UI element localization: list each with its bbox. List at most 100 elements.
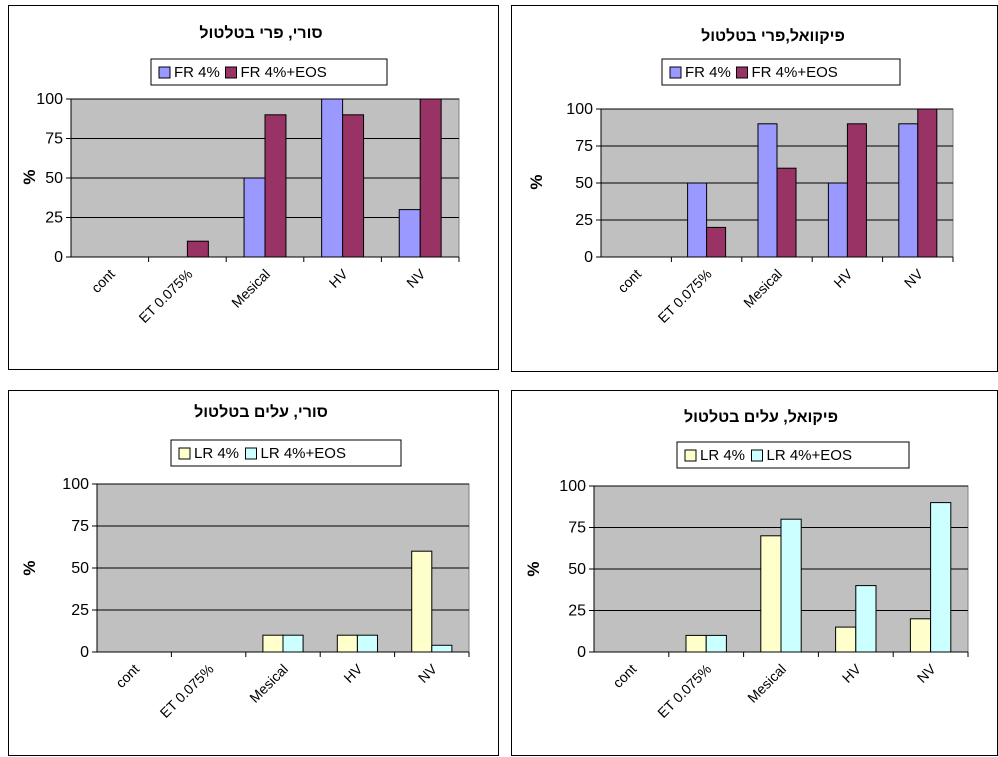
bar [930,502,952,653]
x-tick-label: ET 0.075% [157,661,217,721]
bar [419,98,442,258]
legend-label: LR 4%+EOS [767,447,852,464]
legend-box [150,58,388,86]
legend-label: FR 4%+EOS [241,64,327,81]
bar [776,167,797,258]
legend-swatch [669,66,682,79]
y-tick-label: 75 [45,131,63,148]
legend-swatch [684,449,697,462]
x-tick-label: Mesical [246,661,291,706]
legend-label: FR 4% [685,64,731,81]
x-tick-label: HV [326,265,352,291]
bar [687,182,708,258]
x-tick-label: cont [614,266,644,296]
bar [262,634,284,653]
y-tick-label: 0 [80,644,89,661]
x-tick-label: HV [839,660,865,686]
legend-label: LR 4% [194,445,239,462]
y-axis-label: % [527,174,546,189]
bar [827,182,848,258]
y-tick-label: 25 [45,210,63,227]
chart-title: פיקואל, עלים בטלטול [684,408,838,426]
x-tick-label: cont [112,661,142,691]
bar [186,240,209,258]
legend-swatch [245,447,257,460]
legend-swatch [158,66,171,79]
chart-title: סורי, פרי בטלטול [199,24,322,42]
bar [909,618,932,653]
legend-swatch [751,449,763,462]
x-tick-label: Mesical [744,661,789,706]
legend-box [661,58,901,86]
y-tick-label: 25 [71,602,89,619]
y-tick-label: 100 [36,91,63,108]
x-tick-label: ET 0.075% [135,266,195,326]
legend-swatch [736,66,748,79]
x-tick-label: NV [914,660,940,686]
legend-label: LR 4% [700,447,745,464]
bar [917,108,938,258]
y-tick-label: 100 [566,101,593,118]
y-tick-label: 0 [584,249,593,266]
y-tick-label: 100 [62,476,89,493]
chart-panel-3: סורי, עלים בטלטול LR 4% LR 4%+EOS 0 25 50 75 10… [8,390,499,756]
legend-label: FR 4% [174,64,220,81]
bar [342,114,365,258]
bar [336,634,358,653]
x-tick-label: cont [609,661,639,691]
x-tick-label: NV [901,265,927,291]
legend-label: FR 4%+EOS [752,64,838,81]
x-tick-label: NV [403,265,429,291]
y-tick-label: 25 [568,603,586,620]
x-tick-label: cont [88,266,118,296]
x-tick-label: ET 0.075% [654,661,714,721]
chart-group: סורי, פרי בטלטול FR 4% FR 4%+EOS 0 25 50 75 100… [20,24,460,326]
y-tick-label: 75 [568,520,586,537]
legend-label: LR 4%+EOS [261,445,346,462]
chart-svg: סורי, פרי בטלטול FR 4% FR 4%+EOS 0 25 50 75 100… [20,24,460,326]
chart-svg: סורי, עלים בטלטול LR 4% LR 4%+EOS 0 25 50 75 10… [20,403,470,721]
y-tick-label: 75 [71,518,89,535]
bar [243,177,266,258]
y-tick-label: 0 [54,249,63,266]
y-tick-label: 50 [71,560,89,577]
bar [398,209,421,258]
chart-group: סורי, עלים בטלטול LR 4% LR 4%+EOS 0 25 50 75 10… [20,403,470,721]
x-tick-label: HV [340,660,366,686]
chart-group: פיקואל, עלים בטלטול LR 4% LR 4%+EOS 0 25 50 75… [524,408,969,721]
bar [855,585,877,653]
chart-svg: פיקואל, עלים בטלטול LR 4% LR 4%+EOS 0 25 50 75… [524,408,969,721]
legend-box [170,439,402,467]
x-tick-label: ET 0.075% [655,266,715,326]
chart-svg: פיקוואל,פרי בטלטול FR 4% FR 4%+EOS 0 25 50 75 1… [527,27,954,326]
y-tick-label: 100 [559,478,586,495]
bar [685,634,707,653]
legend-swatch [225,66,237,79]
bar [898,123,919,258]
bar [431,644,453,653]
chart-title: סורי, עלים בטלטול [194,403,328,421]
y-axis-label: % [524,561,543,576]
x-tick-label: HV [830,265,856,291]
y-tick-label: 50 [45,170,63,187]
bar [835,626,857,653]
chart-title: פיקוואל,פרי בטלטול [701,27,845,45]
bar [760,535,782,653]
legend-swatch [178,447,191,460]
bar [321,98,344,258]
bar [705,634,727,653]
y-axis-label: % [20,169,39,184]
bar [846,123,867,258]
bar [282,634,304,653]
bar [411,550,433,653]
y-axis-label: % [20,560,39,575]
chart-panel-4: פיקואל, עלים בטלטול LR 4% LR 4%+EOS 0 25 50 75… [511,390,998,756]
bar [264,114,287,258]
bar [356,634,378,653]
bar [780,518,802,653]
y-tick-label: 25 [575,212,593,229]
x-tick-label: NV [415,660,441,686]
bar [706,226,727,258]
y-tick-label: 75 [575,138,593,155]
y-tick-label: 50 [575,175,593,192]
